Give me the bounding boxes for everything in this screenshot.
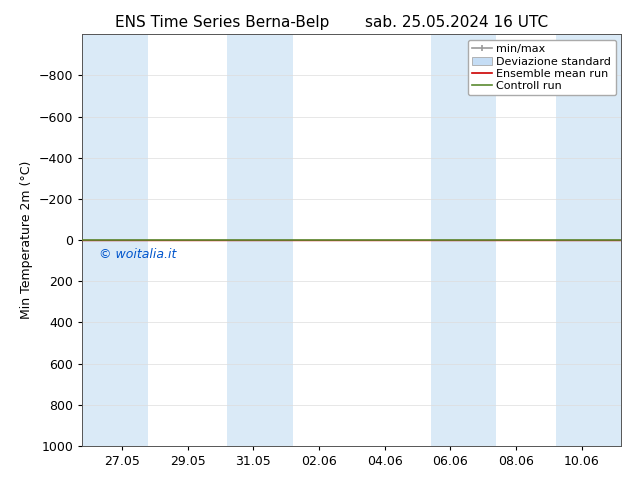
Bar	[82, 34, 148, 446]
Bar	[555, 34, 621, 446]
Text: © woitalia.it: © woitalia.it	[99, 248, 176, 261]
Text: ENS Time Series Berna-Belp: ENS Time Series Berna-Belp	[115, 15, 329, 30]
Text: sab. 25.05.2024 16 UTC: sab. 25.05.2024 16 UTC	[365, 15, 548, 30]
Legend: min/max, Deviazione standard, Ensemble mean run, Controll run: min/max, Deviazione standard, Ensemble m…	[467, 40, 616, 96]
Bar	[227, 34, 293, 446]
Bar	[430, 34, 496, 446]
Y-axis label: Min Temperature 2m (°C): Min Temperature 2m (°C)	[20, 161, 34, 319]
